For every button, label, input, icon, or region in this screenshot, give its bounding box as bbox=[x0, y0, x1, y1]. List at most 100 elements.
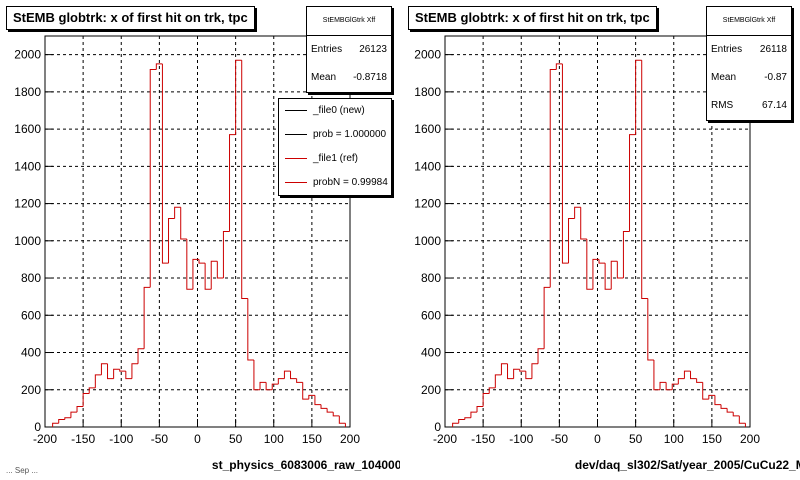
histogram-bin bbox=[629, 134, 636, 232]
y-tick-label: 0 bbox=[34, 420, 41, 434]
histogram-bin bbox=[452, 422, 459, 427]
legend-label: _file1 (ref) bbox=[313, 153, 359, 164]
histogram-bin bbox=[683, 370, 691, 379]
x-axis-label: st_physics_6083006_raw_1040002 bbox=[212, 458, 400, 472]
y-tick-label: 0 bbox=[434, 420, 441, 434]
histogram-bin bbox=[720, 404, 728, 409]
histogram-bin bbox=[500, 363, 508, 375]
histogram-bin bbox=[265, 382, 273, 391]
histogram-bin bbox=[482, 392, 490, 407]
histogram-bin bbox=[580, 207, 587, 240]
left-legend: _file0 (new) prob = 1.000000 _file1 (ref… bbox=[278, 98, 392, 196]
legend-line-marker bbox=[285, 134, 307, 135]
y-tick-label: 1600 bbox=[414, 122, 441, 136]
y-tick-label: 400 bbox=[21, 346, 41, 360]
histogram-bin bbox=[494, 374, 502, 388]
histogram-bin bbox=[314, 395, 322, 406]
x-axis-label: dev/daq_sl302/Sat/year_2005/CuCu22_MinBi… bbox=[575, 458, 800, 472]
histogram-bin bbox=[543, 286, 551, 349]
stats-label: Entries bbox=[711, 44, 743, 55]
footer-timestamp: ... Sep ... bbox=[6, 466, 39, 475]
histogram-bin bbox=[586, 238, 593, 290]
right-stats-entries: Entries 26118 bbox=[707, 36, 791, 64]
histogram-bin bbox=[210, 260, 218, 290]
histogram-bin bbox=[308, 394, 315, 400]
y-tick-label: 600 bbox=[21, 308, 41, 322]
y-tick-label: 2000 bbox=[414, 48, 441, 62]
legend-label: probN = 0.99984 bbox=[313, 177, 388, 188]
histogram-bin bbox=[174, 206, 181, 219]
left-stats-mean: Mean -0.8718 bbox=[307, 64, 391, 92]
histogram-bin bbox=[82, 392, 90, 407]
histogram-bin bbox=[635, 59, 642, 135]
y-tick-label: 1200 bbox=[414, 197, 441, 211]
legend-line-marker bbox=[285, 182, 307, 183]
histogram-bin bbox=[277, 378, 285, 385]
x-tick-label: 50 bbox=[229, 432, 243, 446]
y-tick-label: 1400 bbox=[14, 159, 41, 173]
left-stats-entries: Entries 26123 bbox=[307, 36, 391, 64]
x-tick-label: -200 bbox=[433, 432, 457, 446]
y-tick-label: 1600 bbox=[14, 122, 41, 136]
legend-entry-probn: probN = 0.99984 bbox=[279, 171, 391, 195]
histogram-bin bbox=[290, 371, 297, 380]
histogram-bin bbox=[592, 258, 600, 290]
histogram-bin bbox=[708, 394, 715, 400]
histogram-bin bbox=[458, 419, 465, 424]
histogram-bin bbox=[622, 231, 630, 279]
histogram-bin bbox=[119, 369, 126, 372]
legend-entry-file0: _file0 (new) bbox=[279, 99, 391, 123]
histogram-bin bbox=[332, 412, 340, 417]
y-tick-label: 1400 bbox=[414, 159, 441, 173]
right-plot-canvas: -200 -150 -100 -50 0 50 100 150 2000200400600800… bbox=[414, 35, 800, 472]
histogram-bin bbox=[574, 206, 581, 219]
histogram-bin bbox=[180, 207, 187, 240]
histogram-bin bbox=[338, 415, 346, 424]
histogram-bin bbox=[525, 371, 532, 380]
right-histogram-pad: -200 -150 -100 -50 0 50 100 150 200 0 200 400 600 800… bbox=[400, 0, 800, 480]
y-tick-label: 1200 bbox=[14, 197, 41, 211]
histogram-series bbox=[452, 59, 746, 427]
histogram-bin bbox=[531, 363, 539, 379]
histogram-bin bbox=[52, 422, 59, 427]
histogram-bin bbox=[113, 368, 120, 379]
histogram-bin bbox=[690, 371, 697, 380]
histogram-bin bbox=[222, 231, 230, 279]
x-tick-label: -150 bbox=[71, 432, 95, 446]
histogram-bin bbox=[738, 415, 746, 424]
histogram-bin bbox=[519, 369, 526, 372]
x-tick-label: -100 bbox=[509, 432, 533, 446]
stats-label: RMS bbox=[711, 100, 734, 111]
histogram-bin bbox=[131, 363, 139, 379]
histogram-bin bbox=[714, 395, 722, 406]
stats-label: Mean bbox=[711, 72, 737, 83]
histogram-bin bbox=[283, 370, 291, 379]
histogram-bin bbox=[549, 69, 557, 288]
y-tick-label: 800 bbox=[21, 271, 41, 285]
histogram-bin bbox=[616, 261, 624, 279]
right-stats-name: StEMBGlGtrk Xff bbox=[707, 7, 791, 36]
histogram-bin bbox=[143, 286, 151, 349]
histogram-bin bbox=[507, 363, 514, 380]
legend-entry-file1: _file1 (ref) bbox=[279, 147, 391, 171]
left-stats-box: StEMBGlGtrk Xff Entries 26123 Mean -0.87… bbox=[306, 6, 392, 93]
right-stats-box: StEMBGlGtrk Xff Entries 26118 Mean -0.87… bbox=[706, 6, 792, 121]
histogram-bin bbox=[598, 259, 606, 264]
stats-value: -0.87 bbox=[764, 72, 787, 83]
y-tick-label: 400 bbox=[421, 346, 441, 360]
y-tick-label: 1800 bbox=[414, 85, 441, 99]
histogram-bin bbox=[137, 348, 145, 364]
histogram-bin bbox=[216, 261, 224, 279]
histogram-bin bbox=[320, 404, 328, 409]
histogram-bin bbox=[604, 263, 612, 290]
histogram-bin bbox=[161, 63, 169, 264]
stats-label: Mean bbox=[311, 72, 337, 83]
histogram-bin bbox=[464, 417, 471, 420]
stats-value: 26123 bbox=[359, 44, 387, 55]
x-tick-label: -50 bbox=[151, 432, 169, 446]
histogram-bin bbox=[296, 378, 303, 383]
histogram-bin bbox=[696, 378, 703, 383]
legend-label: _file0 (new) bbox=[313, 105, 365, 116]
histogram-bin bbox=[58, 419, 65, 424]
right-stats-rms: RMS 67.14 bbox=[707, 92, 791, 120]
